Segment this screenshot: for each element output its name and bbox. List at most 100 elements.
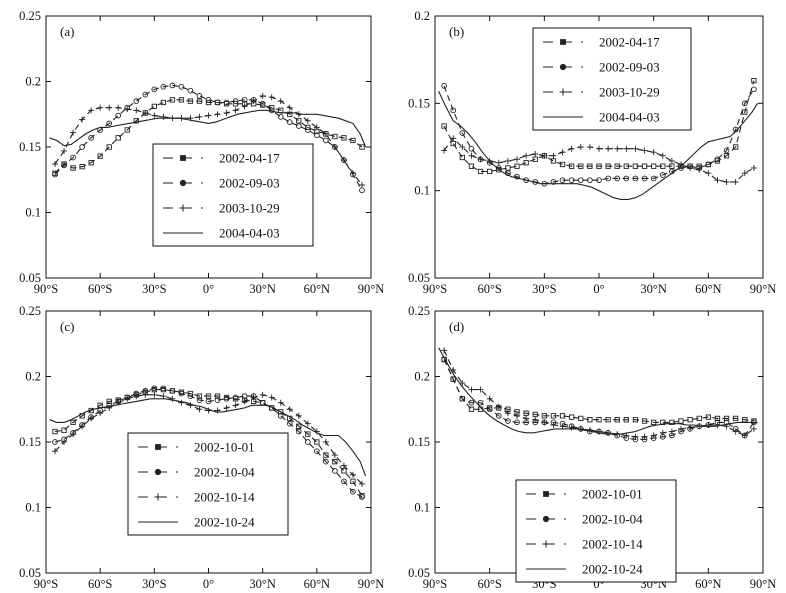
data-point [659,152,666,159]
legend-entry: 2003-10-29 [163,201,280,216]
legend-entry: 2002-10-04 [138,465,255,480]
data-point [741,432,748,439]
data-point [349,471,356,478]
y-tick-label: 0.1 [25,206,41,220]
x-tick-label: 60°N [695,282,722,296]
data-point [205,96,212,103]
data-point [241,398,248,405]
data-point [678,425,684,432]
series-line [49,398,367,477]
legend-label: 2002-10-01 [582,487,643,502]
legend-entry: 2002-10-14 [526,537,643,552]
data-point [441,147,448,154]
legend-entry: 2002-10-01 [138,440,255,455]
legend-label: 2003-10-29 [219,201,280,216]
data-point [605,175,611,182]
data-point [733,144,739,150]
data-point [514,163,520,169]
data-point [550,413,557,419]
series-line [54,389,363,496]
data-point [70,129,77,136]
data-point [151,112,158,119]
data-point [623,145,630,152]
data-point [178,97,185,103]
x-tick-label: 90°N [358,282,385,296]
x-tick-label: 30°S [142,577,166,591]
data-point [523,160,529,166]
legend-label: 2004-04-03 [219,226,280,241]
data-point [232,394,239,401]
data-point [70,154,76,161]
data-point [750,164,757,171]
data-point [358,181,365,188]
data-point [286,104,293,111]
data-point [88,160,94,166]
data-point [504,410,511,417]
data-point [151,385,158,392]
y-tick-label: 0.2 [414,370,430,384]
data-point [468,152,475,159]
data-point [340,462,347,469]
y-tick-label: 0.2 [25,370,41,384]
data-point [70,431,77,438]
data-point [187,98,194,104]
data-point [313,124,320,131]
data-point [133,393,140,400]
data-point [714,415,721,422]
data-point [468,386,475,393]
data-point [61,147,68,154]
data-point [232,101,239,107]
data-point [523,410,529,416]
data-point [305,431,311,437]
data-point [651,163,657,169]
data-point [705,170,712,177]
data-point [468,406,475,412]
data-point [214,407,221,414]
data-point [641,147,648,154]
data-point [733,415,739,422]
data-point [568,145,575,152]
data-point [477,386,484,393]
y-tick-label: 0.2 [414,9,430,23]
data-point [196,393,203,399]
data-point [214,99,221,106]
panel-label: (c) [60,319,74,334]
legend-label: 2002-10-01 [194,440,255,455]
data-point [296,118,302,124]
data-point [550,152,557,159]
data-point [650,432,657,439]
data-point [532,411,538,418]
x-tick-label: 90°S [34,577,58,591]
data-point [578,163,584,169]
data-point [286,406,293,413]
data-point [79,116,86,123]
data-point [169,388,176,394]
legend-box [152,143,314,247]
y-tick-label: 0.1 [414,184,430,198]
data-point [596,177,602,184]
legend-entry: 2002-10-01 [526,487,643,502]
data-point [223,404,230,411]
data-point [52,161,59,168]
data-point [214,111,221,118]
data-point [169,395,176,402]
data-point [160,385,167,392]
data-point [650,149,657,156]
data-point [587,177,593,184]
legend-label: 2003-10-29 [599,85,660,100]
data-point [623,163,629,169]
data-point [723,147,730,154]
data-point [523,177,529,184]
series-line [54,84,363,191]
data-point [541,152,548,159]
panel-label: (b) [449,24,464,39]
data-point [741,170,748,177]
data-point [151,103,157,110]
data-point [278,409,284,415]
data-point [304,117,311,124]
data-point [142,91,149,98]
data-point [468,399,475,406]
data-point [142,109,149,116]
data-point [659,429,666,436]
series-2002-10-24 [49,398,367,477]
